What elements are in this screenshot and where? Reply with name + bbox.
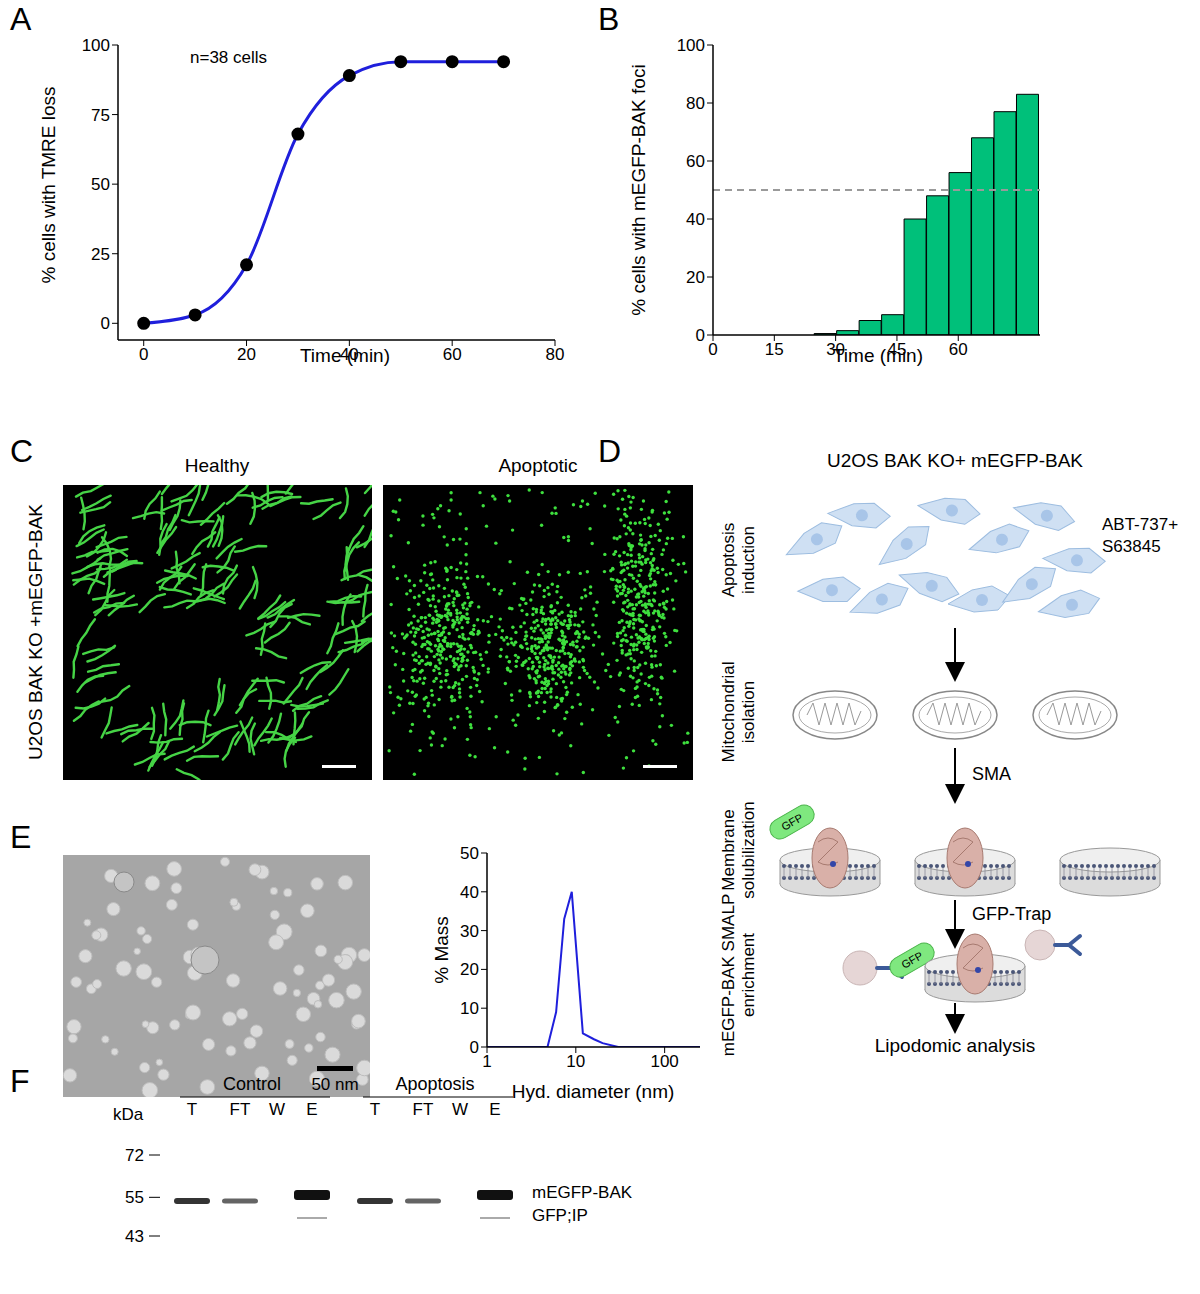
svg-text:45: 45 bbox=[887, 340, 906, 359]
svg-text:B: B bbox=[598, 1, 619, 37]
svg-text:0: 0 bbox=[470, 1038, 479, 1057]
svg-text:E: E bbox=[10, 819, 31, 855]
svg-text:% cells with TMRE loss: % cells with TMRE loss bbox=[38, 86, 59, 283]
svg-text:20: 20 bbox=[460, 960, 479, 979]
svg-text:D: D bbox=[598, 433, 621, 469]
svg-text:75: 75 bbox=[91, 106, 110, 125]
svg-text:U2OS BAK KO+ mEGFP-BAK: U2OS BAK KO+ mEGFP-BAK bbox=[827, 450, 1083, 471]
svg-text:100: 100 bbox=[82, 36, 110, 55]
svg-text:15: 15 bbox=[765, 340, 784, 359]
svg-text:T: T bbox=[187, 1100, 197, 1119]
svg-text:% Mass: % Mass bbox=[431, 916, 452, 984]
svg-text:72: 72 bbox=[125, 1146, 144, 1165]
svg-text:0: 0 bbox=[708, 340, 717, 359]
svg-text:40: 40 bbox=[340, 345, 359, 364]
svg-text:GFP-Trap: GFP-Trap bbox=[972, 904, 1051, 924]
svg-text:GFP;IP: GFP;IP bbox=[532, 1206, 588, 1225]
svg-text:Time (min): Time (min) bbox=[833, 345, 923, 366]
svg-text:50 nm: 50 nm bbox=[311, 1075, 358, 1094]
svg-text:GFP: GFP bbox=[899, 949, 925, 971]
svg-text:F: F bbox=[10, 1063, 30, 1099]
svg-text:20: 20 bbox=[686, 268, 705, 287]
svg-text:Membranesolubilization: Membranesolubilization bbox=[719, 801, 758, 898]
svg-text:40: 40 bbox=[460, 883, 479, 902]
svg-text:Mitochondrialisolation: Mitochondrialisolation bbox=[719, 661, 758, 762]
svg-text:ABT-737+S63845: ABT-737+S63845 bbox=[1102, 515, 1178, 556]
svg-text:mEGFP-BAK: mEGFP-BAK bbox=[532, 1183, 633, 1202]
svg-text:Apoptosis: Apoptosis bbox=[395, 1074, 474, 1094]
svg-text:Control: Control bbox=[223, 1074, 281, 1094]
svg-text:50: 50 bbox=[91, 175, 110, 194]
svg-text:E: E bbox=[489, 1100, 500, 1119]
svg-text:20: 20 bbox=[237, 345, 256, 364]
svg-text:C: C bbox=[10, 433, 33, 469]
svg-text:W: W bbox=[452, 1100, 468, 1119]
svg-text:80: 80 bbox=[546, 345, 565, 364]
svg-text:30: 30 bbox=[460, 922, 479, 941]
svg-text:25: 25 bbox=[91, 245, 110, 264]
svg-text:n=38 cells: n=38 cells bbox=[190, 48, 267, 67]
svg-text:FT: FT bbox=[413, 1100, 434, 1119]
svg-text:E: E bbox=[306, 1100, 317, 1119]
svg-text:0: 0 bbox=[101, 314, 110, 333]
svg-text:55: 55 bbox=[125, 1188, 144, 1207]
svg-text:kDa: kDa bbox=[113, 1105, 144, 1124]
svg-text:50: 50 bbox=[460, 844, 479, 863]
svg-text:W: W bbox=[269, 1100, 285, 1119]
svg-text:Apoptosisinduction: Apoptosisinduction bbox=[719, 523, 758, 598]
svg-text:GFP: GFP bbox=[779, 811, 805, 833]
svg-text:T: T bbox=[370, 1100, 380, 1119]
svg-text:Lipodomic analysis: Lipodomic analysis bbox=[875, 1035, 1036, 1056]
svg-text:Time (min): Time (min) bbox=[300, 345, 390, 366]
svg-text:60: 60 bbox=[949, 340, 968, 359]
svg-text:80: 80 bbox=[686, 94, 705, 113]
svg-text:60: 60 bbox=[443, 345, 462, 364]
svg-text:10: 10 bbox=[460, 999, 479, 1018]
svg-text:60: 60 bbox=[686, 152, 705, 171]
svg-text:40: 40 bbox=[686, 210, 705, 229]
svg-text:1: 1 bbox=[482, 1052, 491, 1071]
svg-text:43: 43 bbox=[125, 1227, 144, 1246]
svg-text:FT: FT bbox=[230, 1100, 251, 1119]
svg-text:100: 100 bbox=[650, 1052, 678, 1071]
svg-text:U2OS BAK KO +mEGFP-BAK: U2OS BAK KO +mEGFP-BAK bbox=[25, 504, 46, 760]
svg-text:100: 100 bbox=[677, 36, 705, 55]
svg-text:Hyd. diameter (nm): Hyd. diameter (nm) bbox=[512, 1081, 675, 1102]
svg-text:A: A bbox=[10, 1, 32, 37]
svg-text:mEGFP-BAK SMALPenrichment: mEGFP-BAK SMALPenrichment bbox=[719, 894, 758, 1056]
svg-text:0: 0 bbox=[139, 345, 148, 364]
svg-text:Healthy: Healthy bbox=[185, 455, 250, 476]
svg-text:SMA: SMA bbox=[972, 764, 1011, 784]
svg-text:30: 30 bbox=[826, 340, 845, 359]
svg-text:0: 0 bbox=[696, 326, 705, 345]
svg-text:% cells with mEGFP-BAK foci: % cells with mEGFP-BAK foci bbox=[628, 64, 649, 315]
svg-text:10: 10 bbox=[566, 1052, 585, 1071]
svg-text:Apoptotic: Apoptotic bbox=[498, 455, 577, 476]
